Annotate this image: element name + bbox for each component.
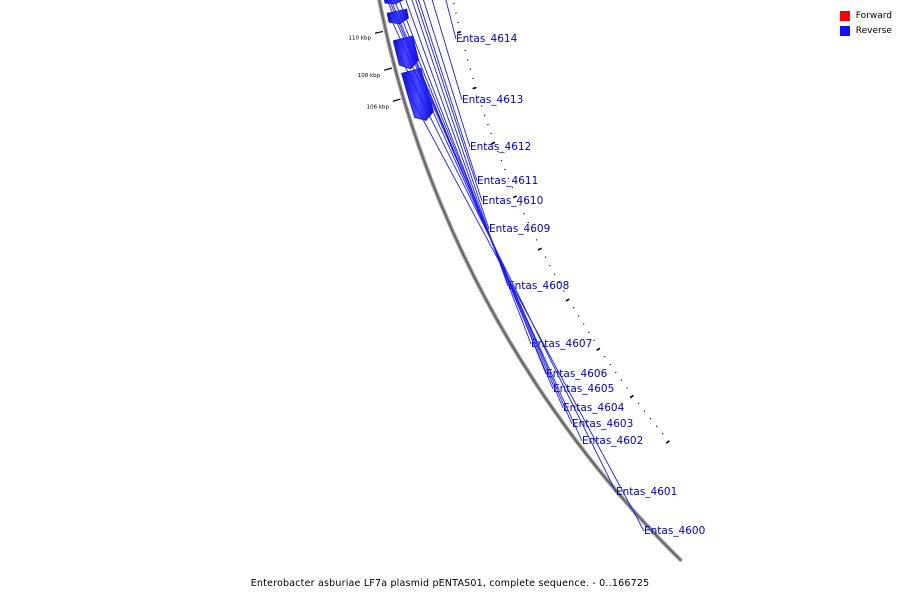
- scale-major-tick: [666, 441, 669, 444]
- scale-major-tick: [597, 348, 600, 350]
- gene-label[interactable]: Entas_4611: [477, 175, 538, 187]
- scale-dot: [627, 388, 628, 389]
- gene-label[interactable]: Entas_4613: [462, 94, 523, 106]
- legend-forward: Forward: [840, 8, 892, 23]
- scale-dot: [644, 411, 645, 412]
- scale-dot: [524, 214, 525, 215]
- gene-label[interactable]: Entas_4608: [508, 280, 569, 292]
- gene-label[interactable]: Entas_4600: [644, 525, 705, 537]
- reverse-swatch: [840, 26, 850, 36]
- gene-leader-line: [400, 56, 616, 492]
- scale-major-tick: [538, 248, 542, 250]
- scale-dot: [604, 356, 605, 357]
- gene-label[interactable]: Entas_4612: [470, 141, 531, 153]
- gene-label[interactable]: Entas_4609: [489, 223, 550, 235]
- kbp-tick-label: 108 kbp: [358, 73, 381, 79]
- scale-dot: [554, 274, 555, 275]
- scale-major-tick: [473, 88, 477, 89]
- scale-dot: [594, 340, 595, 341]
- scale-dot: [536, 240, 537, 241]
- scale-dot: [656, 426, 657, 427]
- scale-dot: [650, 418, 651, 419]
- kbp-tick: [393, 99, 401, 101]
- gene-label[interactable]: Entas_4605: [553, 383, 614, 395]
- kbp-tick: [375, 31, 383, 33]
- scale-dot: [588, 332, 589, 333]
- forward-swatch: [840, 11, 850, 21]
- scale-major-tick: [630, 395, 633, 397]
- scale-major-tick: [566, 299, 569, 301]
- gene-label[interactable]: Entas_4603: [572, 418, 633, 430]
- gene-label[interactable]: Entas_4614: [456, 33, 518, 45]
- scale-dot: [583, 324, 584, 325]
- scale-dot: [578, 316, 579, 317]
- legend-reverse: Reverse: [840, 23, 892, 38]
- map-caption: Enterobacter asburiae LF7a plasmid pENTA…: [0, 578, 900, 589]
- legend-forward-label: Forward: [856, 11, 892, 21]
- gene-label[interactable]: Entas_4610: [482, 195, 543, 207]
- legend: Forward Reverse: [840, 8, 892, 38]
- scale-dot: [638, 403, 639, 404]
- plasmid-map: 124 kbp122 kbp120 kbp118 kbp116 kbp114 k…: [0, 0, 900, 600]
- scale-dot: [573, 307, 574, 308]
- scale-dot: [549, 265, 550, 266]
- kbp-tick-label: 110 kbp: [349, 35, 372, 41]
- scale-dot: [545, 257, 546, 258]
- scale-dot: [615, 372, 616, 373]
- kbp-tick-label: 106 kbp: [367, 105, 390, 111]
- gene-leader-line: [388, 1, 572, 424]
- legend-reverse-label: Reverse: [856, 26, 892, 36]
- scale-dot: [621, 380, 622, 381]
- gene-leader-line: [412, 99, 644, 531]
- scale-dot: [610, 364, 611, 365]
- kbp-tick: [384, 68, 392, 70]
- scale-dot: [662, 433, 663, 434]
